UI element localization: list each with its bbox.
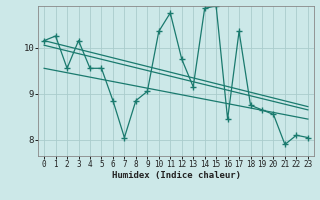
X-axis label: Humidex (Indice chaleur): Humidex (Indice chaleur) — [111, 171, 241, 180]
